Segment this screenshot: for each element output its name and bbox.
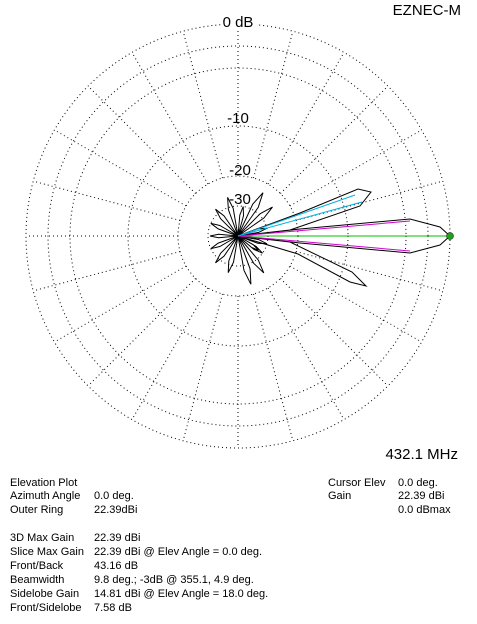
pattern bbox=[209, 188, 454, 287]
grid-spoke bbox=[253, 293, 294, 441]
grid-spoke bbox=[131, 52, 209, 185]
info-label: Outer Ring bbox=[10, 504, 63, 516]
cursor-dot bbox=[446, 232, 454, 240]
grid-spoke bbox=[182, 31, 223, 179]
grid-spoke bbox=[87, 278, 196, 387]
grid-spoke bbox=[267, 52, 345, 185]
result-label: Front/Back bbox=[10, 560, 64, 572]
grid-spoke bbox=[33, 180, 181, 221]
beamwidth-line bbox=[237, 235, 411, 252]
result-value: 9.8 deg.; -3dB @ 355.1, 4.9 deg. bbox=[94, 574, 254, 586]
result-label: Front/Sidelobe bbox=[10, 602, 82, 614]
cursor-label: Cursor Elev bbox=[328, 477, 386, 489]
grid-spoke bbox=[289, 265, 422, 343]
grid-spoke bbox=[131, 287, 209, 420]
result-value: 22.39 dBi bbox=[94, 532, 140, 544]
grid-spoke bbox=[295, 251, 443, 292]
result-label: Slice Max Gain bbox=[10, 546, 84, 558]
cursor-value: 22.39 dBi bbox=[398, 490, 444, 502]
frequency: 432.1 MHz bbox=[385, 446, 458, 463]
result-value: 22.39 dBi @ Elev Angle = 0.0 deg. bbox=[94, 546, 262, 558]
grid-spoke bbox=[182, 293, 223, 441]
ring-label: -10 bbox=[227, 110, 249, 127]
result-label: Beamwidth bbox=[10, 574, 64, 586]
plot-type: Elevation Plot bbox=[10, 477, 77, 489]
grid-spoke bbox=[54, 265, 187, 343]
minor-lobes bbox=[209, 192, 273, 285]
result-value: 43.16 dB bbox=[94, 560, 138, 572]
grid-spoke bbox=[267, 287, 345, 420]
label-bg bbox=[223, 14, 257, 30]
info-value: 0.0 deg. bbox=[94, 490, 134, 502]
results: 3D Max Gain 22.39 dBi Slice Max Gain 22.39 … bbox=[10, 532, 268, 614]
grid-spoke bbox=[280, 85, 389, 194]
grid-spoke bbox=[54, 129, 187, 207]
info-value: 22.39dBi bbox=[94, 504, 137, 516]
info-label: Azimuth Angle bbox=[10, 490, 80, 502]
result-label: 3D Max Gain bbox=[10, 532, 74, 544]
ring-label: 0 dB bbox=[223, 14, 254, 31]
beamwidth-line bbox=[237, 220, 411, 237]
grid-spoke bbox=[87, 85, 196, 194]
grid-spoke bbox=[295, 180, 443, 221]
pattern-outline bbox=[237, 188, 451, 287]
sidelobe-line bbox=[237, 201, 363, 237]
sidelobe-line bbox=[237, 194, 356, 237]
cursor-label: Gain bbox=[328, 490, 351, 502]
result-value: 7.58 dB bbox=[94, 602, 132, 614]
cursor-value: 0.0 deg. bbox=[398, 477, 438, 489]
program-name: EZNEC-M bbox=[393, 2, 461, 19]
ring-label: -20 bbox=[229, 162, 251, 179]
ring-label: -30 bbox=[229, 191, 251, 208]
grid-spoke bbox=[289, 129, 422, 207]
grid-spoke bbox=[280, 278, 389, 387]
result-value: 14.81 dBi @ Elev Angle = 18.0 deg. bbox=[94, 588, 268, 600]
grid-spoke bbox=[253, 31, 294, 179]
cursor-value: 0.0 dBmax bbox=[398, 504, 451, 516]
grid-spoke bbox=[33, 251, 181, 292]
result-label: Sidelobe Gain bbox=[10, 588, 79, 600]
